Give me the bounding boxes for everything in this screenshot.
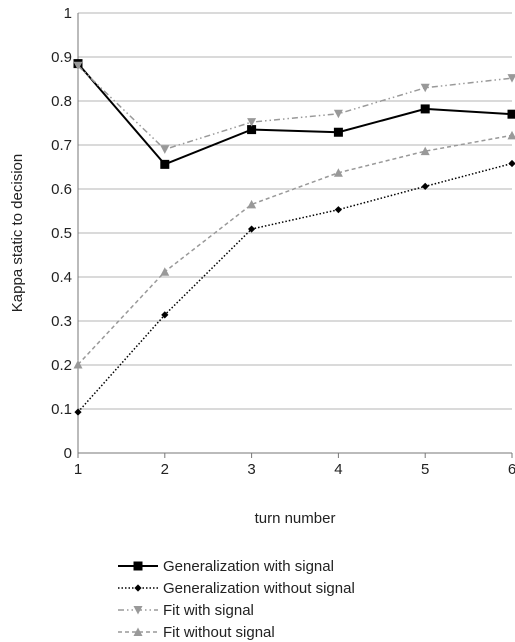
- x-tick-label: 5: [421, 461, 429, 478]
- data-point: [333, 127, 343, 137]
- x-tick-labels: 1 2 3 4 5 6: [74, 461, 515, 478]
- y-tick-label: 1: [64, 5, 72, 22]
- x-tick-label: 6: [508, 461, 515, 478]
- data-point: [73, 360, 83, 369]
- x-tick-label: 1: [74, 461, 82, 478]
- data-point: [421, 182, 429, 190]
- legend-item: Fit without signal: [118, 624, 275, 641]
- x-tick-label: 2: [161, 461, 169, 478]
- legend-item: Generalization with signal: [118, 558, 334, 575]
- x-tick-label: 4: [334, 461, 342, 478]
- data-point: [160, 267, 170, 276]
- y-tick-label: 0.4: [51, 269, 72, 286]
- legend-marker: [133, 606, 143, 615]
- series-line: [77, 134, 513, 366]
- series-line: [77, 65, 513, 151]
- legend-marker: [133, 627, 143, 636]
- y-tick-label: 0.7: [51, 137, 72, 154]
- data-point: [247, 125, 257, 135]
- y-tick-label: 0.6: [51, 181, 72, 198]
- series-line: [77, 162, 513, 413]
- series-group: [73, 59, 515, 416]
- legend-label: Fit without signal: [163, 624, 275, 641]
- data-point: [420, 83, 430, 93]
- y-tick-label: 0.3: [51, 313, 72, 330]
- data-point: [420, 146, 430, 156]
- axes: [77, 13, 513, 458]
- data-point: [247, 199, 257, 209]
- legend-item: Generalization without signal: [118, 580, 355, 597]
- series-2: [74, 159, 515, 416]
- y-tick-label: 0.8: [51, 93, 72, 110]
- y-tick-labels: 0 0.1 0.2 0.3 0.4 0.5 0.6 0.7 0.8 0.9 1: [51, 5, 72, 462]
- y-tick-label: 0.1: [51, 401, 72, 418]
- x-tick-label: 3: [247, 461, 255, 478]
- legend: Generalization with signal Generalization…: [118, 558, 355, 641]
- data-point: [507, 130, 515, 140]
- data-point: [248, 225, 256, 233]
- legend-marker: [133, 561, 143, 571]
- y-axis-title: Kappa static to decision: [9, 154, 26, 312]
- grid-lines: [78, 12, 512, 410]
- legend-label: Fit with signal: [163, 602, 254, 619]
- data-point: [333, 109, 343, 119]
- y-tick-label: 0.5: [51, 225, 72, 242]
- series-1: [73, 59, 515, 169]
- x-axis-title: turn number: [255, 510, 336, 527]
- series-3: [73, 61, 515, 154]
- data-point: [508, 159, 515, 168]
- legend-label: Generalization with signal: [163, 558, 334, 575]
- data-point: [161, 311, 169, 319]
- data-point: [160, 145, 170, 154]
- legend-label: Generalization without signal: [163, 580, 355, 597]
- data-point: [333, 168, 343, 177]
- legend-item: Fit with signal: [118, 602, 254, 619]
- data-point: [420, 104, 430, 114]
- data-point: [74, 408, 82, 416]
- data-point: [247, 118, 257, 127]
- y-tick-label: 0.9: [51, 49, 72, 66]
- data-point: [160, 159, 170, 169]
- legend-marker: [134, 584, 142, 592]
- data-point: [507, 74, 515, 83]
- series-line: [77, 62, 513, 166]
- series-4: [73, 130, 515, 369]
- data-point: [73, 61, 83, 71]
- data-point: [507, 109, 515, 119]
- y-tick-label: 0.2: [51, 357, 72, 374]
- data-point: [334, 206, 342, 214]
- y-tick-label: 0: [64, 445, 72, 462]
